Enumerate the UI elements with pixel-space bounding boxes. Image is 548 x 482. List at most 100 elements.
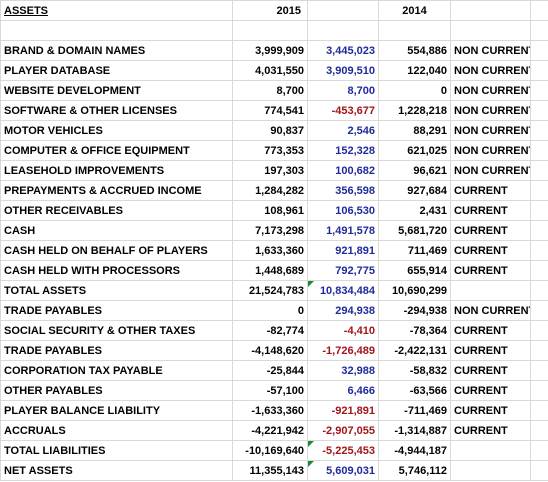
data-row: LEASEHOLD IMPROVEMENTS 197,303 100,682 96,6… — [0, 160, 548, 181]
cell — [530, 420, 548, 441]
value-2015: -82,774 — [232, 320, 308, 341]
data-row: NET ASSETS 11,355,143 5,609,031 5,746,112 — [0, 460, 548, 481]
value-2015: 1,448,689 — [232, 260, 308, 281]
change: 106,530 — [307, 200, 379, 221]
value-2015: 773,353 — [232, 140, 308, 161]
classification: CURRENT — [450, 200, 531, 221]
classification: CURRENT — [450, 320, 531, 341]
value-2014: -4,944,187 — [378, 440, 451, 461]
classification: NON CURRENT — [450, 60, 531, 81]
value-2014: 1,228,218 — [378, 100, 451, 121]
header-row: ASSETS 2015 2014 — [0, 0, 548, 21]
change: 6,466 — [307, 380, 379, 401]
cell — [530, 60, 548, 81]
change: 3,445,023 — [307, 40, 379, 61]
value-2014: 5,746,112 — [378, 460, 451, 481]
value-2014: 0 — [378, 80, 451, 101]
cell — [378, 20, 451, 41]
cell — [530, 320, 548, 341]
classification: CURRENT — [450, 220, 531, 241]
value-2015: 21,524,783 — [232, 280, 308, 301]
data-row: CASH HELD ON BEHALF OF PLAYERS 1,633,360 9… — [0, 240, 548, 261]
classification: NON CURRENT — [450, 160, 531, 181]
value-2014: -2,422,131 — [378, 340, 451, 361]
value-2015: 197,303 — [232, 160, 308, 181]
cell — [307, 20, 379, 41]
change: -453,677 — [307, 100, 379, 121]
cell — [530, 40, 548, 61]
value-2014: 711,469 — [378, 240, 451, 261]
header-cell: 2015 — [232, 0, 308, 21]
cell — [530, 260, 548, 281]
value-2015: 8,700 — [232, 80, 308, 101]
change: 152,328 — [307, 140, 379, 161]
data-row: CASH 7,173,298 1,491,578 5,681,720 CURRENT — [0, 220, 548, 241]
change: 5,609,031 — [307, 460, 379, 481]
data-row: PREPAYMENTS & ACCRUED INCOME 1,284,282 356… — [0, 180, 548, 201]
classification: CURRENT — [450, 400, 531, 421]
classification: NON CURRENT — [450, 120, 531, 141]
cell — [307, 0, 379, 21]
row-label: SOCIAL SECURITY & OTHER TAXES — [0, 320, 233, 341]
value-2014: -711,469 — [378, 400, 451, 421]
change: 792,775 — [307, 260, 379, 281]
classification: CURRENT — [450, 360, 531, 381]
empty-row — [0, 20, 548, 41]
classification: NON CURRENT — [450, 100, 531, 121]
cell — [530, 160, 548, 181]
value-2014: 655,914 — [378, 260, 451, 281]
value-2015: 11,355,143 — [232, 460, 308, 481]
row-label: TOTAL ASSETS — [0, 280, 233, 301]
value-2015: 1,284,282 — [232, 180, 308, 201]
cell — [530, 460, 548, 481]
cell — [530, 20, 548, 41]
row-label: CASH — [0, 220, 233, 241]
value-2014: -78,364 — [378, 320, 451, 341]
cell — [0, 20, 233, 41]
change: 1,491,578 — [307, 220, 379, 241]
data-row: SOCIAL SECURITY & OTHER TAXES -82,774 -4,4… — [0, 320, 548, 341]
row-label: NET ASSETS — [0, 460, 233, 481]
change: -5,225,453 — [307, 440, 379, 461]
value-2015: 108,961 — [232, 200, 308, 221]
cell — [530, 100, 548, 121]
cell — [530, 200, 548, 221]
row-label: ACCRUALS — [0, 420, 233, 441]
value-2014: -58,832 — [378, 360, 451, 381]
row-label: OTHER RECEIVABLES — [0, 200, 233, 221]
change: 921,891 — [307, 240, 379, 261]
value-2015: -4,221,942 — [232, 420, 308, 441]
change: 10,834,484 — [307, 280, 379, 301]
value-2015: -10,169,640 — [232, 440, 308, 461]
cell — [530, 80, 548, 101]
value-2015: 7,173,298 — [232, 220, 308, 241]
cell — [530, 280, 548, 301]
classification — [450, 460, 531, 481]
value-2015: 0 — [232, 300, 308, 321]
cell — [530, 400, 548, 421]
change: 100,682 — [307, 160, 379, 181]
row-label: COMPUTER & OFFICE EQUIPMENT — [0, 140, 233, 161]
row-label: TRADE PAYABLES — [0, 300, 233, 321]
cell — [530, 240, 548, 261]
change: 8,700 — [307, 80, 379, 101]
header-cell: ASSETS — [0, 0, 233, 21]
row-label: CASH HELD WITH PROCESSORS — [0, 260, 233, 281]
row-label: MOTOR VEHICLES — [0, 120, 233, 141]
value-2014: -63,566 — [378, 380, 451, 401]
classification: CURRENT — [450, 380, 531, 401]
value-2015: -57,100 — [232, 380, 308, 401]
cell — [232, 20, 308, 41]
value-2015: 1,633,360 — [232, 240, 308, 261]
change: 2,546 — [307, 120, 379, 141]
cell — [530, 360, 548, 381]
row-label: BRAND & DOMAIN NAMES — [0, 40, 233, 61]
value-2014: 554,886 — [378, 40, 451, 61]
value-2014: 96,621 — [378, 160, 451, 181]
change: -1,726,489 — [307, 340, 379, 361]
classification: CURRENT — [450, 340, 531, 361]
row-label: SOFTWARE & OTHER LICENSES — [0, 100, 233, 121]
row-label: TRADE PAYABLES — [0, 340, 233, 361]
row-label: CORPORATION TAX PAYABLE — [0, 360, 233, 381]
